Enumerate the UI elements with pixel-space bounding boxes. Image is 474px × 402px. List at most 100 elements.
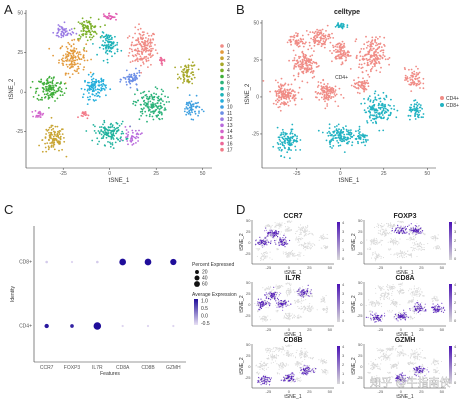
cd4-point: [367, 50, 370, 53]
feature-point: [300, 227, 302, 229]
cluster-7-point: [113, 126, 116, 129]
cd4-point: [292, 49, 295, 52]
cd8-point: [412, 108, 415, 110]
feature-point: [407, 250, 409, 253]
panel-c-x-tick-label: CCR7: [40, 365, 54, 371]
feature-point: [437, 247, 439, 249]
cluster-3-point: [186, 72, 188, 74]
feature-point: [285, 283, 288, 285]
feature-point: [293, 317, 296, 319]
feature-x-tick-label: -25: [378, 265, 385, 270]
cluster-7-point: [102, 123, 104, 126]
cluster-0-point: [129, 47, 131, 50]
cluster-2-point: [44, 146, 47, 149]
cd4-point: [340, 46, 343, 48]
cluster-0-point: [139, 55, 142, 58]
feature-point: [300, 252, 302, 254]
cluster-0-point: [141, 34, 144, 37]
feature-point: [387, 223, 389, 225]
feature-colorbar-label: 2: [454, 238, 457, 243]
cd8-point: [373, 114, 375, 117]
cluster-2-point: [52, 127, 55, 130]
cd4-point: [294, 63, 297, 65]
cd4-point: [262, 80, 265, 82]
cd8-point: [363, 135, 366, 137]
feature-colorbar-label: 0: [342, 256, 345, 261]
cluster-2-point: [50, 126, 53, 128]
cd8-point: [374, 96, 377, 99]
cd8-point: [290, 130, 293, 133]
cluster-4-point: [86, 39, 89, 42]
cd8-point: [291, 137, 294, 140]
cd4-point: [316, 31, 319, 34]
feature-point-high: [418, 225, 420, 227]
cd4-point: [361, 58, 364, 60]
cd4-point: [418, 80, 421, 83]
cluster-8-point: [108, 36, 111, 39]
cd4-point: [377, 51, 379, 54]
feature-point: [378, 223, 380, 225]
feature-point-high: [391, 230, 393, 232]
cluster-6-point: [139, 103, 142, 106]
cd4-point: [375, 53, 377, 56]
legend-swatch-6: [220, 80, 224, 85]
cd4-point: [354, 86, 357, 89]
cluster-1-point: [72, 65, 74, 68]
cluster-0-point: [134, 59, 137, 61]
cd4-point: [357, 76, 360, 79]
cluster-9-point: [93, 100, 96, 102]
cluster-4-point: [95, 33, 98, 35]
feature-point: [300, 308, 302, 311]
cluster-1-point: [86, 59, 89, 62]
cluster-9-point: [99, 89, 102, 92]
feature-point: [299, 255, 301, 257]
cd4-point: [318, 99, 321, 101]
feature-point: [269, 227, 271, 229]
feature-point-high: [410, 230, 412, 232]
feature-point: [284, 316, 286, 319]
cd4-point: [294, 91, 296, 93]
legend-label-cd4: CD4+: [446, 96, 459, 102]
feature-point: [393, 224, 395, 226]
feature-point: [286, 295, 288, 297]
feature-point: [301, 300, 303, 302]
cluster-6-point: [164, 107, 166, 110]
cd4-point: [372, 47, 375, 50]
feature-point: [410, 238, 413, 241]
cd4-point: [317, 84, 320, 87]
cluster-2-point: [58, 143, 61, 145]
panel-b-x-tick-label: 25: [381, 171, 387, 177]
cluster-2-point: [54, 125, 57, 128]
cluster-0-point: [138, 43, 141, 45]
cd4-point: [355, 87, 358, 89]
feature-point: [374, 260, 376, 262]
feature-point: [401, 253, 403, 255]
feature-y-tick-label: 0: [360, 240, 363, 245]
cluster-2-point: [47, 145, 50, 148]
cd4-point: [358, 59, 361, 62]
cd4-point: [332, 46, 335, 49]
cluster-7-point: [121, 120, 124, 123]
feature-point: [414, 242, 416, 244]
cluster-0-point: [136, 52, 139, 55]
feature-point: [374, 257, 376, 259]
feature-point: [393, 241, 395, 243]
feature-point: [291, 250, 294, 252]
feature-point-high: [419, 232, 421, 234]
cluster-2-point: [61, 133, 64, 136]
panel-letter-c: C: [4, 202, 13, 217]
cluster-4-point: [93, 26, 96, 29]
cd4-point: [321, 89, 323, 92]
cluster-1-point: [58, 61, 60, 64]
cd4-point: [379, 71, 381, 73]
feature-point-high: [396, 231, 398, 234]
cd8-point: [352, 134, 355, 137]
feature-point: [393, 254, 395, 256]
cluster-1-point: [72, 60, 74, 62]
cd4-point: [365, 81, 368, 84]
cluster-1-point: [71, 73, 74, 75]
legend-label-2: 2: [227, 56, 230, 62]
cluster-17-point: [77, 116, 79, 119]
feature-point: [370, 248, 372, 251]
